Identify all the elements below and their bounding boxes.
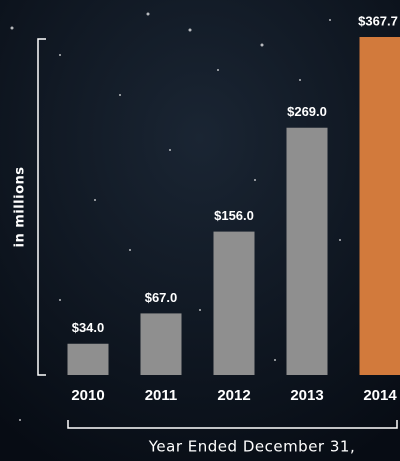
value-label: $269.0: [287, 104, 327, 119]
value-label: $34.0: [72, 320, 105, 335]
bar: [140, 313, 182, 375]
bar: [286, 127, 328, 375]
x-tick-label: 2010: [71, 387, 104, 404]
bar: [67, 343, 109, 375]
x-tick-label: 2014: [363, 387, 397, 404]
x-bracket: [67, 420, 398, 429]
value-label: $367.7: [358, 13, 398, 28]
bar: [213, 231, 255, 375]
y-bracket: [37, 38, 46, 376]
value-label: $156.0: [214, 208, 254, 223]
stars: [10, 12, 341, 421]
x-tick-label: 2012: [217, 387, 250, 404]
x-tick-label: 2013: [290, 387, 323, 404]
x-tick-label: 2011: [145, 387, 178, 404]
bar: [359, 37, 400, 375]
x-axis-label: Year Ended December 31,: [148, 438, 355, 456]
y-axis-label: in millions: [13, 166, 28, 247]
value-label: $67.0: [145, 290, 178, 305]
